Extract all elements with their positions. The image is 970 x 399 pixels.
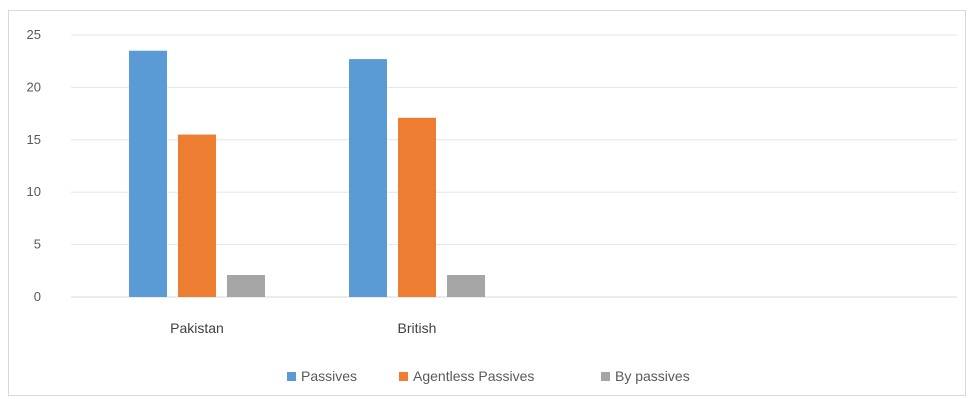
- y-tick-label: 25: [27, 27, 41, 42]
- y-tick-label: 0: [34, 289, 41, 304]
- chart-frame: 0 5 10 15 20 25 Pakistan British Passives Agent…: [8, 10, 966, 396]
- y-tick-label: 10: [27, 184, 41, 199]
- gridlines: [71, 34, 957, 298]
- bar-pakistan-passives: [129, 50, 167, 297]
- bar-pakistan-agentless-passives: [178, 134, 216, 297]
- bar-pakistan-by-passives: [227, 274, 265, 297]
- y-tick-label: 5: [34, 237, 41, 252]
- legend-label: Passives: [301, 368, 357, 384]
- legend: Passives Agentless Passives By passives: [287, 368, 690, 384]
- legend-swatch: [287, 372, 296, 381]
- legend-swatch: [399, 372, 408, 381]
- bar-british-passives: [349, 59, 387, 297]
- legend-label: By passives: [615, 368, 690, 384]
- bar-british-agentless-passives: [398, 117, 436, 298]
- y-axis-ticks: 0 5 10 15 20 25: [27, 27, 41, 304]
- y-tick-label: 20: [27, 79, 41, 94]
- bars: [129, 50, 485, 298]
- legend-label: Agentless Passives: [413, 368, 534, 384]
- category-label: Pakistan: [170, 320, 224, 336]
- category-labels: Pakistan British: [170, 320, 436, 336]
- category-label: British: [398, 320, 437, 336]
- y-tick-label: 15: [27, 132, 41, 147]
- bar-british-by-passives: [447, 274, 485, 297]
- legend-swatch: [601, 372, 610, 381]
- bar-chart: 0 5 10 15 20 25 Pakistan British Passives Agent…: [27, 27, 957, 384]
